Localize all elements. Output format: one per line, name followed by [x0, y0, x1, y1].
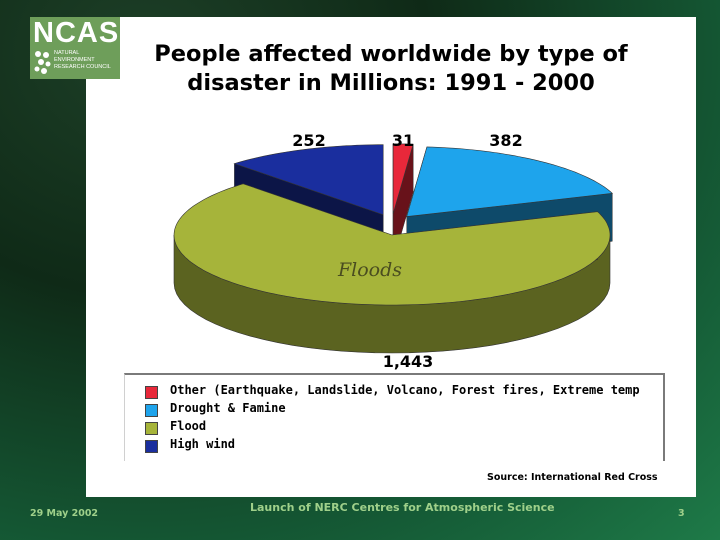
pie-slice-high-wind [233, 144, 384, 216]
pie-slices [173, 143, 613, 354]
chart-title: People affected worldwide by type of dis… [86, 40, 696, 98]
chart-title-line-2: disaster in Millions: 1991 - 2000 [187, 70, 595, 96]
legend-swatch-drought [145, 404, 158, 417]
legend-swatch-flood [145, 422, 158, 435]
page-number: 3 [678, 508, 685, 519]
legend-label-flood: Flood [170, 419, 207, 433]
logo-line-1: NATURAL [54, 50, 80, 56]
pie-slice-drought [406, 146, 613, 217]
data-label-flood: 1,443 [383, 352, 434, 371]
data-label-drought: 382 [489, 131, 522, 150]
logo-subtitle: NATURAL ENVIRONMENT RESEARCH COUNCIL [54, 50, 120, 71]
logo-line-2: ENVIRONMENT [54, 57, 95, 63]
source-note: Source: International Red Cross [487, 472, 658, 483]
chart-title-line-1: People affected worldwide by type of [154, 41, 628, 67]
legend-swatch-high-wind [145, 440, 158, 453]
chart-legend: Other (Earthquake, Landslide, Volcano, F… [124, 373, 665, 461]
logo-abbreviation: NCAS [33, 17, 120, 49]
data-label-high-wind: 252 [292, 131, 325, 150]
floods-annotation: Floods [337, 259, 402, 281]
pie-slice-flood [173, 183, 611, 306]
legend-label-other: Other (Earthquake, Landslide, Volcano, F… [170, 383, 640, 397]
ncas-logo: NCAS NATURAL ENVIRONMENT RESEARCH COUNCI… [30, 17, 120, 79]
legend-swatch-other [145, 386, 158, 399]
legend-label-drought: Drought & Famine [170, 401, 286, 415]
footer-center-text: Launch of NERC Centres for Atmospheric S… [250, 501, 555, 514]
logo-emblem-icon [34, 51, 51, 74]
legend-label-high-wind: High wind [170, 437, 236, 451]
pie-slice-other [392, 143, 414, 214]
footer-date: 29 May 2002 [30, 508, 99, 519]
data-label-other: 31 [392, 131, 414, 150]
logo-line-3: RESEARCH COUNCIL [54, 64, 111, 70]
